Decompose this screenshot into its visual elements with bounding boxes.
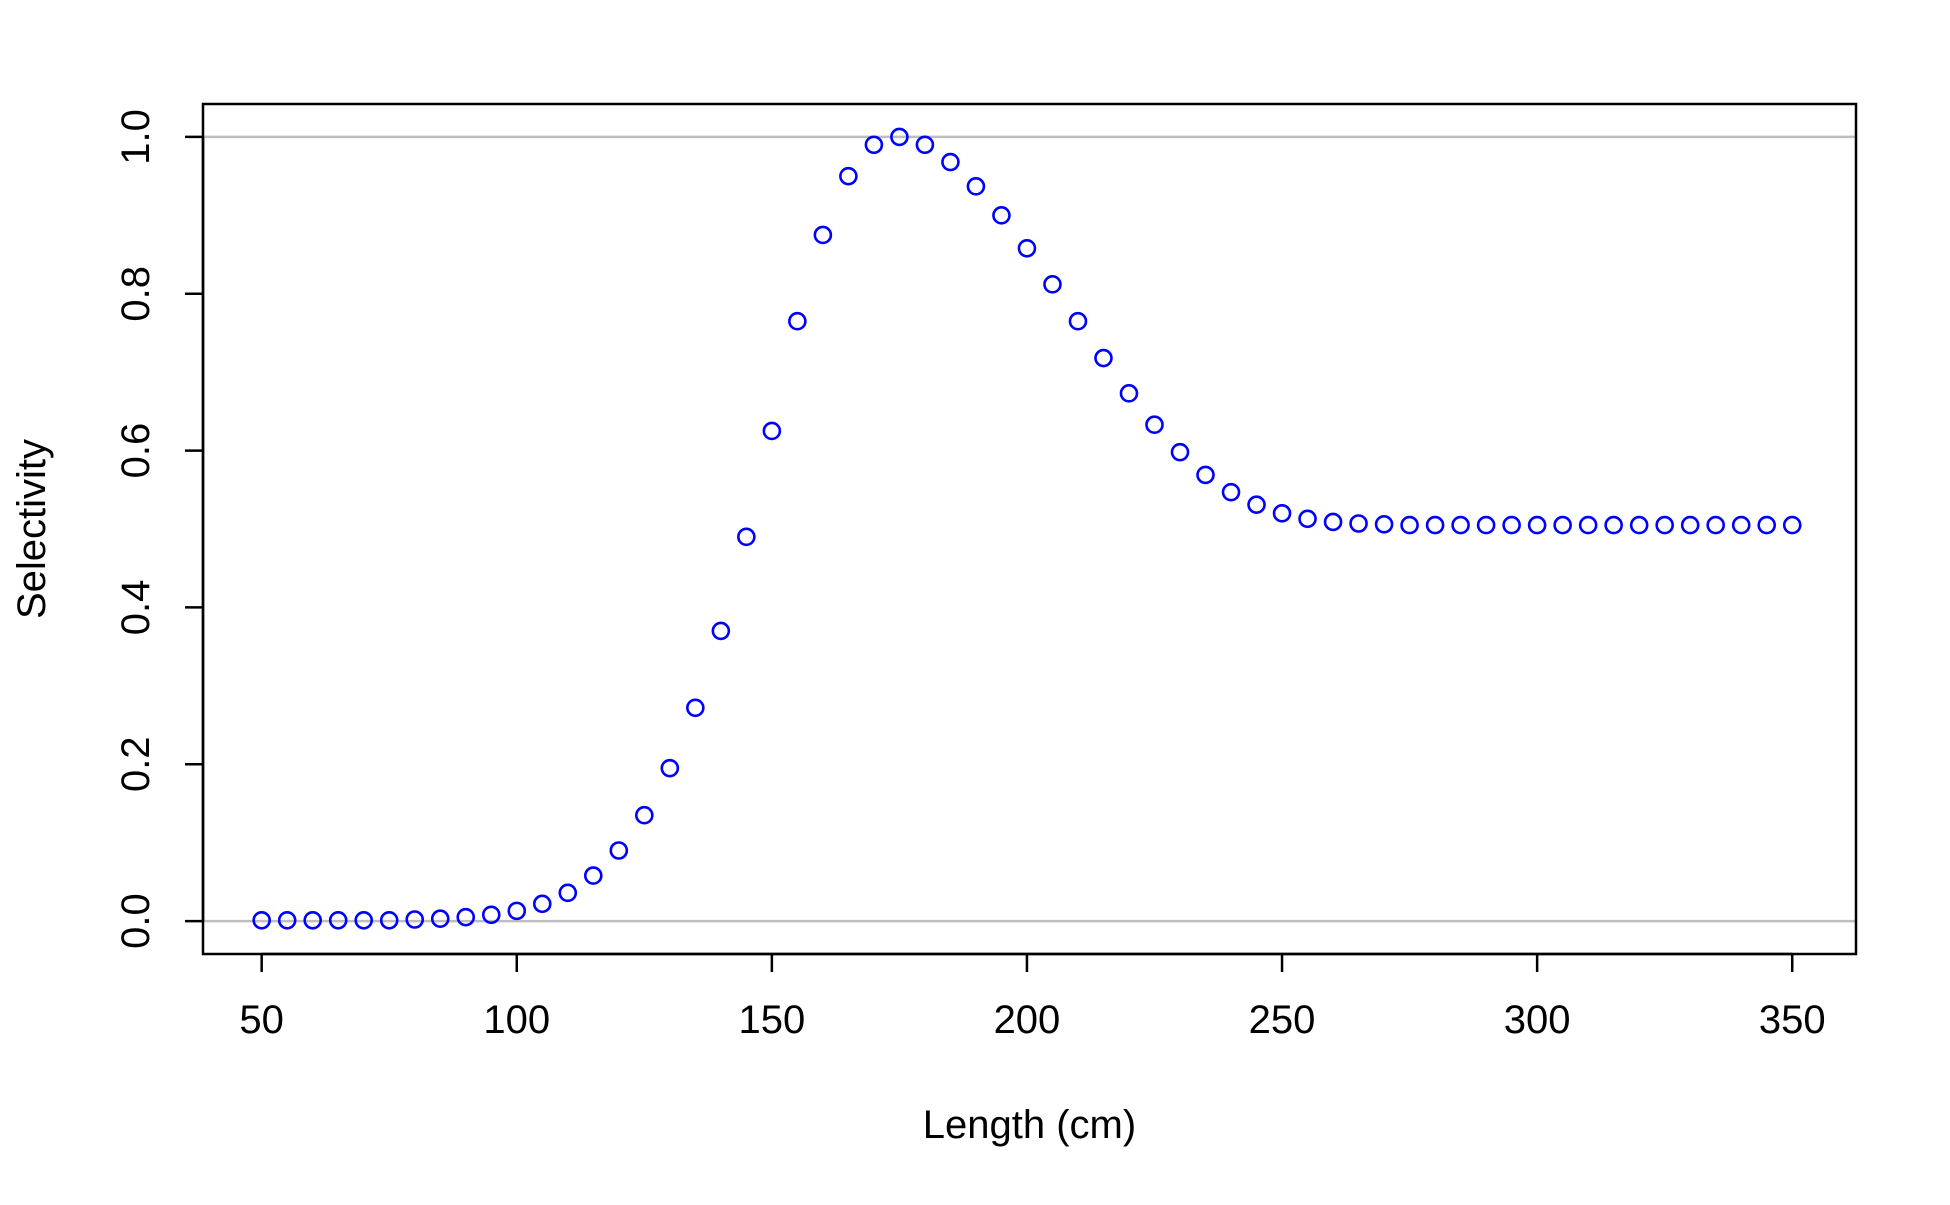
data-point — [1706, 515, 1725, 535]
data-point — [737, 527, 756, 547]
data-point — [839, 166, 858, 186]
data-point — [1068, 311, 1088, 331]
data-point — [277, 910, 297, 930]
data-point — [1655, 515, 1674, 535]
data-point — [1757, 515, 1777, 535]
data-point — [1731, 515, 1751, 535]
y-tick-label: 0.0 — [114, 893, 158, 949]
data-point — [481, 905, 501, 925]
data-points — [252, 127, 1802, 930]
data-point — [1451, 515, 1470, 535]
data-point — [1094, 348, 1113, 368]
y-tick-label: 0.2 — [114, 736, 158, 792]
x-tick-label: 50 — [239, 998, 284, 1042]
data-point — [354, 910, 374, 930]
x-axis-label: Length (cm) — [923, 1103, 1136, 1147]
data-point — [1017, 238, 1037, 258]
data-point — [711, 621, 731, 641]
y-tick-label: 0.6 — [114, 423, 158, 479]
data-point — [1349, 514, 1368, 533]
x-tick-label: 350 — [1759, 998, 1826, 1042]
data-point — [430, 909, 450, 929]
data-point — [992, 206, 1011, 225]
data-point — [328, 910, 348, 930]
data-point — [813, 225, 833, 245]
y-tick-label: 0.4 — [114, 580, 158, 636]
y-axis: 0.0 0.2 0.4 0.6 0.8 1.0 — [114, 109, 205, 949]
data-point — [864, 135, 884, 155]
data-point — [558, 883, 578, 903]
data-point — [1043, 275, 1062, 294]
data-point — [941, 152, 960, 172]
data-point — [379, 910, 399, 930]
data-point — [252, 910, 271, 930]
data-point — [1425, 515, 1445, 535]
data-point — [1680, 515, 1700, 535]
data-point — [660, 758, 680, 778]
data-point — [1170, 442, 1190, 462]
data-point — [1247, 495, 1266, 514]
data-point — [1221, 482, 1241, 502]
data-point — [762, 421, 782, 441]
data-point — [635, 805, 654, 825]
reference-lines — [203, 135, 1856, 923]
data-point — [890, 127, 909, 147]
data-point — [1527, 515, 1547, 535]
data-point — [1272, 504, 1292, 523]
x-tick-label: 250 — [1249, 998, 1316, 1042]
y-axis-label: Selectivity — [10, 439, 54, 619]
data-point — [1145, 415, 1164, 435]
data-point — [1782, 515, 1802, 535]
x-tick-label: 200 — [994, 998, 1061, 1042]
x-axis: 50 100 150 200 250 300 350 — [239, 952, 1826, 1042]
y-tick-label: 0.8 — [114, 266, 158, 322]
data-point — [1196, 465, 1215, 485]
y-tick-label: 1.0 — [114, 109, 158, 165]
data-point — [303, 910, 322, 930]
data-point — [1400, 515, 1419, 535]
data-point — [1119, 384, 1139, 403]
data-point — [532, 894, 552, 914]
data-point — [609, 841, 629, 860]
data-point — [1323, 512, 1343, 532]
data-point — [966, 177, 986, 196]
data-point — [1476, 515, 1496, 535]
data-point — [405, 910, 425, 929]
data-point — [915, 135, 935, 155]
data-point — [1374, 514, 1394, 534]
data-point — [788, 311, 807, 331]
data-point — [1502, 515, 1521, 535]
data-point — [1604, 515, 1623, 535]
data-point — [1298, 509, 1317, 529]
data-point — [1553, 515, 1572, 535]
x-tick-label: 100 — [483, 998, 550, 1042]
data-point — [507, 901, 527, 921]
data-point — [1578, 515, 1598, 535]
data-point — [456, 907, 476, 927]
data-point — [686, 698, 705, 718]
data-point — [583, 866, 603, 885]
data-point — [1629, 515, 1649, 535]
x-tick-label: 300 — [1504, 998, 1571, 1042]
x-tick-label: 150 — [738, 998, 805, 1042]
